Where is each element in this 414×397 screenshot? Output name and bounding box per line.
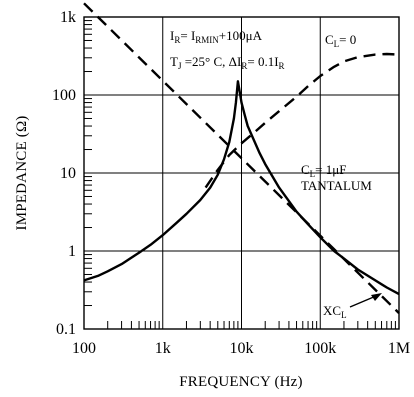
x-tick-label: 10k <box>230 340 254 357</box>
subscript: R <box>241 61 247 71</box>
x-tick-label: 100k <box>304 340 336 357</box>
series-label-xcl: XCL <box>323 303 347 320</box>
x-tick-label: 100 <box>72 340 96 357</box>
series-line-xcl <box>83 2 400 314</box>
xcl-arrow-head <box>371 293 382 301</box>
y-tick-label: 0.1 <box>56 321 76 338</box>
xcl-arrow-line <box>349 295 377 308</box>
text-part: I <box>170 28 174 43</box>
text-part: = I <box>180 28 195 43</box>
text-part: XC <box>323 303 341 318</box>
text-part: C <box>301 162 310 177</box>
subscript: L <box>310 169 316 179</box>
plot-frame <box>83 16 400 330</box>
y-tick-label: 10 <box>60 165 76 182</box>
y-tick-label: 1k <box>60 9 76 26</box>
subscript: R <box>174 35 180 45</box>
subscript: L <box>341 310 347 320</box>
series-label-cl-0: CL= 0 <box>325 32 356 49</box>
subscript: RMIN <box>195 35 219 45</box>
subscript: J <box>178 61 182 71</box>
x-tick-label: 1k <box>155 340 171 357</box>
text-part: T <box>170 54 178 69</box>
series-label-cl-1uf: CL= 1μF <box>301 162 346 179</box>
text-part: = 0 <box>339 32 356 47</box>
y-axis-label: IMPEDANCE (Ω) <box>14 116 30 231</box>
series-line-cl-0 <box>204 52 400 189</box>
y-tick-label: 100 <box>52 87 76 104</box>
y-tick-label: 1 <box>68 243 76 260</box>
text-part: = 0.1I <box>247 54 278 69</box>
subscript: L <box>334 39 340 49</box>
conditions-line-2: TJ =25° C, ΔIR= 0.1IR <box>170 54 285 71</box>
conditions-line-1: IR= IRMIN+100μA <box>170 28 263 45</box>
series-layer <box>83 2 400 314</box>
subscript: R <box>279 61 285 71</box>
text-part: C <box>325 32 334 47</box>
series-label-tantalum: TANTALUM <box>301 178 372 193</box>
text-part: =25° C, ΔI <box>181 54 241 69</box>
x-axis-label: FREQUENCY (Hz) <box>179 374 302 390</box>
minor-tick-marks <box>84 20 396 329</box>
text-part: = 1μF <box>315 162 346 177</box>
tick-labels: 100 1k 10k 100k 1M 0.1 1 10 100 1k <box>52 9 410 357</box>
x-tick-label: 1M <box>388 340 410 357</box>
text-part: +100μA <box>219 28 263 43</box>
